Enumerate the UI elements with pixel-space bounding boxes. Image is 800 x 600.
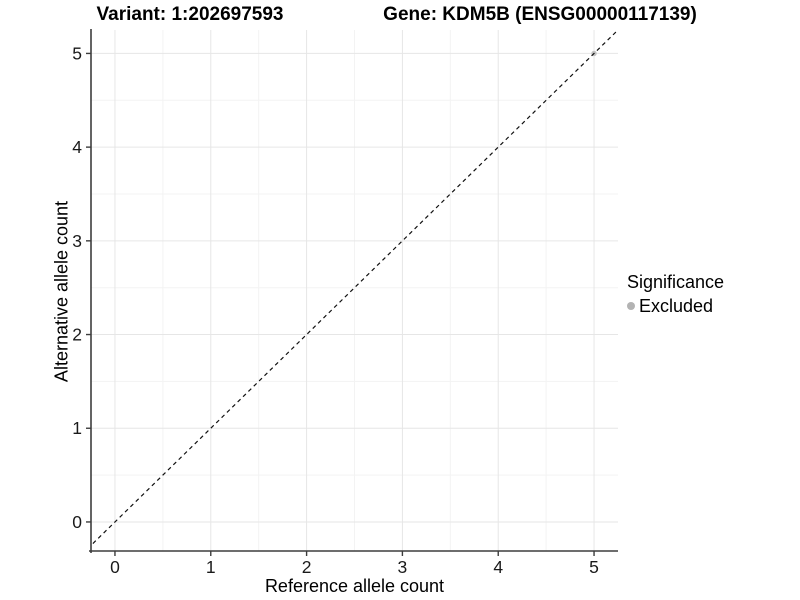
y-axis-title: Alternative allele count (51, 200, 72, 383)
grid-major (91, 30, 618, 551)
axis-lines (89, 29, 618, 553)
variant-title: Variant: 1:202697593 (96, 4, 284, 25)
y-tick-label: 3 (72, 231, 82, 251)
x-tick-label: 3 (398, 557, 408, 577)
legend-entry: Excluded (627, 295, 724, 317)
y-tick-label: 1 (72, 418, 82, 438)
y-tick-label: 4 (72, 137, 82, 157)
y-tick-label: 5 (72, 43, 82, 63)
grid-minor (91, 30, 618, 551)
gene-title: Gene: KDM5B (ENSG00000117139) (383, 4, 697, 25)
y-tick-label: 2 (72, 325, 82, 345)
x-tick-label: 0 (110, 557, 120, 577)
x-tick-label: 2 (302, 557, 312, 577)
x-tick-label: 5 (589, 557, 599, 577)
legend-title: Significance (627, 272, 725, 292)
ticks (86, 52, 595, 556)
x-tick-label: 4 (493, 557, 503, 577)
legend: Significance Excluded (627, 272, 724, 317)
y-tick-label: 0 (72, 512, 82, 532)
identity-line (91, 30, 618, 547)
legend-key-dot-icon (627, 302, 635, 310)
tick-labels: 0 1 2 3 4 5 0 1 2 3 4 5 (72, 43, 599, 577)
x-tick-label: 1 (206, 557, 216, 577)
x-axis-title: Reference allele count (264, 576, 445, 596)
legend-entry-label: Excluded (639, 295, 714, 316)
